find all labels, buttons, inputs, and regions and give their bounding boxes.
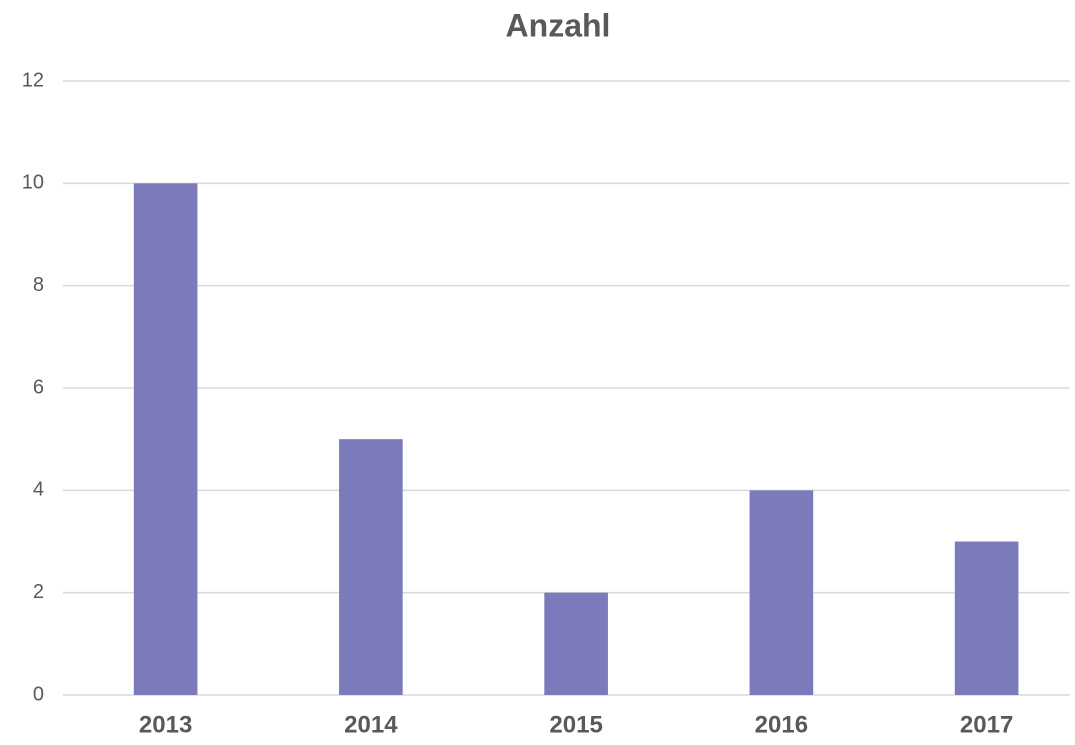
y-tick-label: 6 [33,376,44,398]
bar [339,439,403,695]
bar [749,490,814,695]
y-tick-label: 2 [33,581,44,603]
bar [133,183,198,696]
x-tick-label: 2016 [755,711,808,738]
y-tick-label: 4 [33,479,44,501]
bar [544,592,608,695]
y-tick-label: 12 [22,69,44,91]
y-tick-label: 10 [22,172,44,194]
bar [954,541,1019,695]
chart-title: Anzahl [506,7,611,43]
y-tick-label: 8 [33,274,44,296]
x-tick-label: 2013 [139,711,192,738]
x-tick-label: 2015 [549,711,602,738]
y-tick-label: 0 [33,683,44,705]
x-tick-label: 2014 [344,711,398,738]
x-tick-label: 2017 [960,711,1013,738]
